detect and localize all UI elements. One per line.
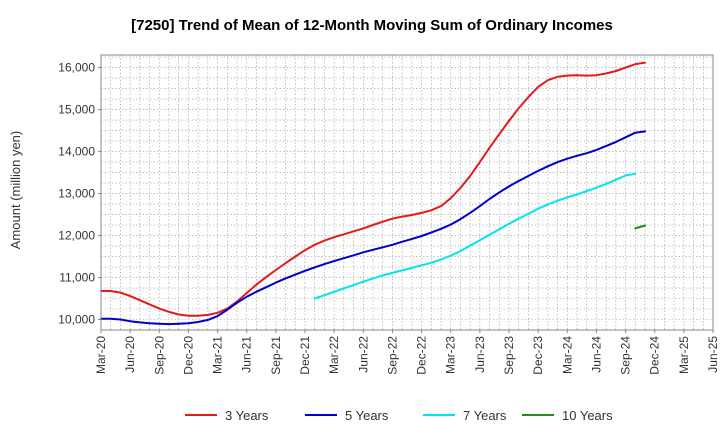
x-tick-label: Mar-21 <box>211 336 225 374</box>
x-tick-label: Dec-24 <box>648 336 662 375</box>
y-tick-label: 10,000 <box>58 313 95 327</box>
x-tick-label: Jun-24 <box>589 336 603 373</box>
series-layer <box>100 61 647 326</box>
x-tick-label: Mar-25 <box>677 336 691 374</box>
x-tick-label: Jun-21 <box>240 336 254 373</box>
x-tick-label: Mar-23 <box>444 336 458 374</box>
series-line-10-years <box>634 224 647 230</box>
x-tick-label: Sep-23 <box>502 336 516 375</box>
x-tick-label: Sep-24 <box>619 336 633 375</box>
plot-area <box>101 55 713 330</box>
x-tick-label: Sep-21 <box>269 336 283 375</box>
x-tick-label: Dec-20 <box>181 336 195 375</box>
y-tick-label: 14,000 <box>58 145 95 159</box>
legend-label: 3 Years <box>225 408 269 423</box>
series-line-5-years <box>100 130 647 326</box>
legend-label: 5 Years <box>345 408 389 423</box>
legend: 3 Years 5 Years 7 Years 10 Years <box>185 408 613 423</box>
x-tick-label: Jun-20 <box>123 336 137 373</box>
x-tick-labels: Mar-20 Jun-20 Sep-20 Dec-20 Mar-21 Jun-21 Sep-… <box>94 330 720 375</box>
series-line-3-years <box>100 61 647 317</box>
legend-label: 10 Years <box>562 408 613 423</box>
y-tick-label: 15,000 <box>58 103 95 117</box>
y-tick-labels: 10,000 11,000 12,000 13,000 14,000 15,000 16,0… <box>58 61 101 327</box>
x-tick-label: Dec-21 <box>298 336 312 375</box>
x-tick-label: Dec-22 <box>415 336 429 375</box>
y-tick-label: 11,000 <box>59 271 95 285</box>
y-tick-label: 16,000 <box>58 61 95 75</box>
grid-lines <box>100 55 714 330</box>
chart-title: [7250] Trend of Mean of 12-Month Moving … <box>131 17 613 34</box>
plot-frame <box>100 54 714 331</box>
x-tick-label: Jun-23 <box>473 336 487 373</box>
y-axis-label: Amount (million yen) <box>8 131 23 250</box>
x-tick-label: Sep-20 <box>152 336 166 375</box>
x-tick-label: Sep-22 <box>385 336 399 375</box>
y-tick-label: 12,000 <box>58 229 95 243</box>
x-tick-label: Mar-24 <box>560 336 574 374</box>
x-tick-label: Mar-20 <box>94 336 108 374</box>
series-line-7-years <box>313 172 637 300</box>
x-tick-label: Jun-22 <box>356 336 370 373</box>
legend-label: 7 Years <box>463 408 507 423</box>
x-tick-label: Mar-22 <box>327 336 341 374</box>
y-tick-label: 13,000 <box>58 187 95 201</box>
x-tick-label: Jun-25 <box>706 336 720 373</box>
x-tick-label: Dec-23 <box>531 336 545 375</box>
